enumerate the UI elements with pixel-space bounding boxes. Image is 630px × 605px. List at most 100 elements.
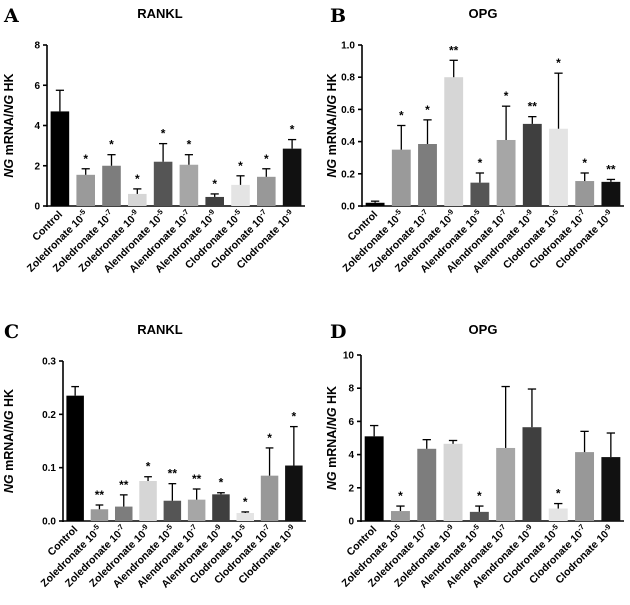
bar-d-2 bbox=[417, 448, 437, 521]
bar-b-6 bbox=[522, 123, 542, 206]
y-tick-label-c: 0.3 bbox=[42, 357, 56, 368]
bar-c-3 bbox=[139, 481, 157, 521]
y-tick-label-d: 4 bbox=[348, 450, 354, 461]
bar-c-6 bbox=[212, 494, 230, 521]
y-axis-title-c: NG mRNA/NG HK bbox=[2, 389, 16, 493]
significance-a-8: * bbox=[264, 152, 269, 166]
significance-c-1: ** bbox=[95, 488, 105, 502]
bar-d-1 bbox=[390, 511, 410, 521]
significance-a-7: * bbox=[238, 159, 243, 173]
panel-d: D OPG bbox=[330, 321, 497, 343]
bar-a-4 bbox=[153, 161, 173, 206]
y-tick-label-c: 0.1 bbox=[42, 463, 56, 474]
bar-d-6 bbox=[522, 427, 542, 521]
bar-d-5 bbox=[496, 447, 516, 521]
panel-title-d: OPG bbox=[469, 322, 498, 337]
y-tick-label-b: 0.8 bbox=[341, 73, 355, 84]
bar-a-8 bbox=[257, 176, 276, 206]
y-tick-label-b: 1.0 bbox=[341, 41, 355, 52]
significance-c-2: ** bbox=[119, 478, 129, 492]
y-tick-label-a: 6 bbox=[34, 81, 40, 92]
panel-letter-c: C bbox=[4, 321, 19, 343]
bar-c-4 bbox=[163, 500, 182, 521]
bar-b-0 bbox=[365, 202, 385, 206]
y-axis-title-d: NG mRNA/NG HK bbox=[325, 386, 339, 490]
bar-b-9 bbox=[601, 181, 621, 206]
bar-d-4 bbox=[469, 511, 489, 521]
bar-c-1 bbox=[90, 509, 109, 521]
panel-title-a: RANKL bbox=[137, 6, 183, 21]
y-tick-label-d: 6 bbox=[348, 417, 354, 428]
significance-b-3: ** bbox=[449, 43, 459, 57]
y-axis-title-b: NG mRNA/NG HK bbox=[325, 73, 339, 177]
panel-letter-d: D bbox=[330, 321, 346, 343]
significance-c-3: * bbox=[146, 460, 151, 474]
bar-a-1 bbox=[76, 174, 95, 206]
significance-c-7: * bbox=[243, 495, 248, 509]
significance-c-5: ** bbox=[192, 472, 202, 486]
significance-d-7: * bbox=[556, 487, 561, 501]
significance-a-4: * bbox=[161, 127, 166, 141]
significance-a-9: * bbox=[290, 123, 295, 137]
significance-b-1: * bbox=[399, 109, 404, 123]
significance-a-5: * bbox=[187, 138, 192, 152]
y-tick-label-d: 2 bbox=[348, 483, 354, 494]
y-axis-title-a: NG mRNA/NG HK bbox=[2, 73, 16, 177]
y-tick-label-c: 0.2 bbox=[42, 410, 56, 421]
bar-a-9 bbox=[282, 148, 302, 206]
significance-c-8: * bbox=[267, 431, 272, 445]
y-tick-label-a: 8 bbox=[34, 41, 40, 52]
bar-c-2 bbox=[115, 506, 133, 521]
bar-b-3 bbox=[444, 77, 464, 206]
y-tick-label-b: 0.4 bbox=[341, 137, 355, 148]
bar-a-3 bbox=[128, 193, 147, 206]
significance-b-8: * bbox=[582, 156, 587, 170]
y-tick-label-d: 0 bbox=[348, 517, 354, 528]
significance-b-6: ** bbox=[528, 100, 538, 114]
bar-b-4 bbox=[470, 182, 490, 206]
bar-a-2 bbox=[102, 165, 121, 206]
bar-d-8 bbox=[575, 452, 595, 521]
y-tick-label-d: 8 bbox=[348, 384, 354, 395]
significance-b-4: * bbox=[478, 156, 483, 170]
significance-c-4: ** bbox=[168, 467, 178, 481]
panel-title-c: RANKL bbox=[137, 322, 183, 337]
bar-a-0 bbox=[50, 111, 70, 206]
y-tick-label-d: 10 bbox=[343, 351, 355, 362]
panel-letter-a: A bbox=[3, 5, 19, 27]
y-tick-label-b: 0.6 bbox=[341, 105, 355, 116]
bar-d-3 bbox=[443, 443, 463, 521]
bar-b-1 bbox=[391, 149, 411, 206]
panel-c: C RANKL bbox=[4, 321, 183, 343]
bar-b-2 bbox=[418, 144, 437, 206]
bar-d-0 bbox=[364, 436, 384, 521]
bar-b-7 bbox=[549, 128, 568, 206]
significance-c-9: * bbox=[292, 410, 297, 424]
chart-panel-c: 0.00.10.20.3NG mRNA/NG HKControl**Zoledr… bbox=[2, 357, 306, 590]
y-tick-label-a: 0 bbox=[34, 202, 40, 213]
bar-c-7 bbox=[236, 513, 254, 521]
significance-b-5: * bbox=[504, 89, 509, 103]
y-tick-label-a: 2 bbox=[34, 161, 40, 172]
significance-a-1: * bbox=[83, 152, 88, 166]
panel-a: A RANKL bbox=[3, 5, 183, 27]
y-tick-label-c: 0.0 bbox=[42, 517, 56, 528]
bar-c-0 bbox=[66, 395, 84, 521]
bar-c-9 bbox=[285, 465, 303, 521]
bar-a-5 bbox=[179, 164, 199, 206]
significance-b-7: * bbox=[556, 56, 561, 70]
bar-c-8 bbox=[260, 475, 279, 521]
panel-letter-b: B bbox=[330, 5, 346, 27]
bar-a-6 bbox=[205, 196, 224, 206]
chart-panel-b: 0.00.20.40.60.81.0NG mRNA/NG HKControl*Z… bbox=[325, 41, 624, 275]
significance-b-9: ** bbox=[606, 162, 616, 176]
y-tick-label-b: 0.0 bbox=[341, 202, 355, 213]
bar-d-7 bbox=[548, 508, 568, 521]
panel-title-b: OPG bbox=[469, 6, 498, 21]
significance-b-2: * bbox=[425, 103, 430, 117]
significance-d-1: * bbox=[398, 489, 403, 503]
significance-d-4: * bbox=[477, 489, 482, 503]
